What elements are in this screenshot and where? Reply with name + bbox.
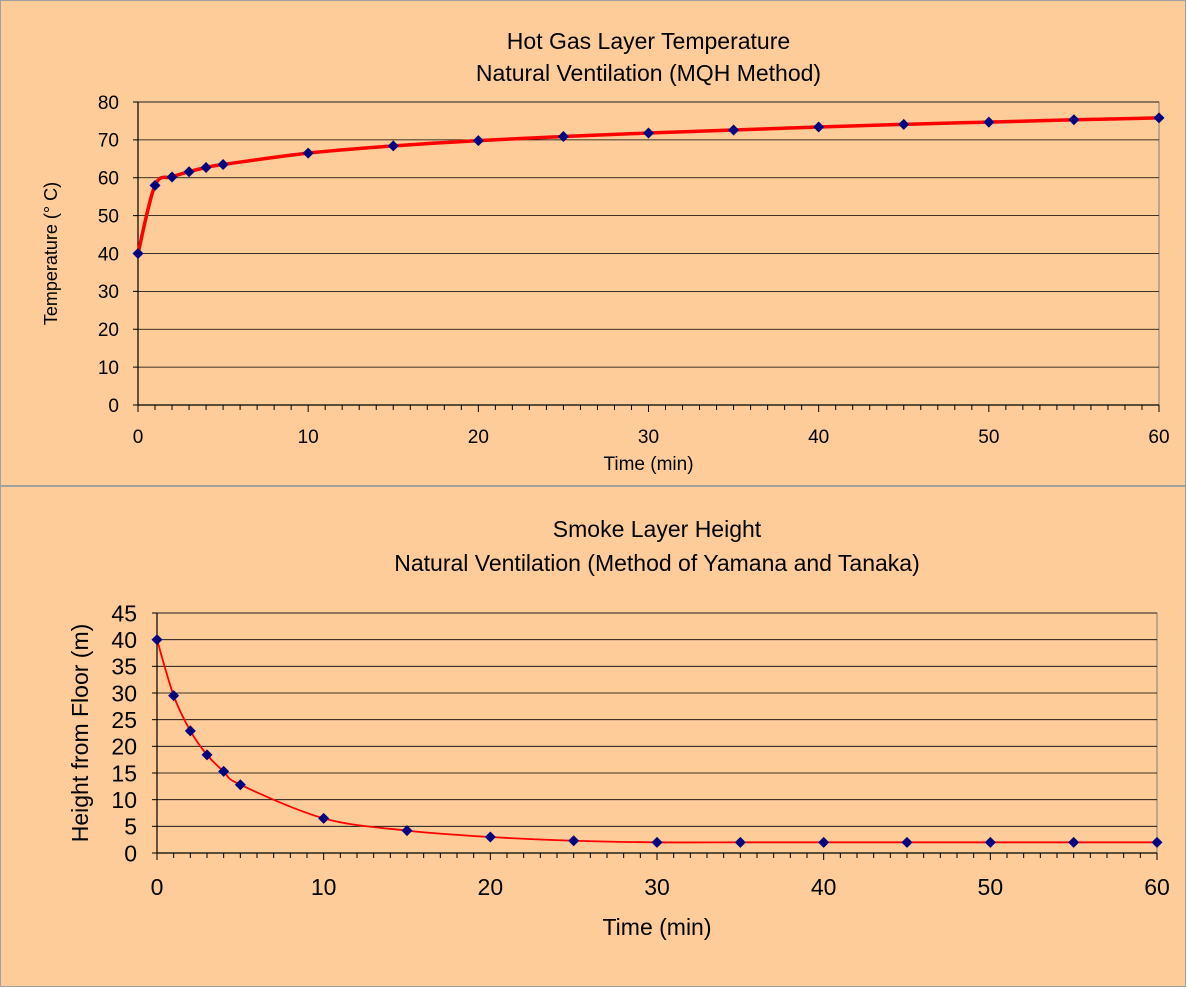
y-tick-label: 80 [98,93,119,114]
x-tick-label: 40 [811,874,837,900]
data-point [218,765,230,777]
x-tick-label: 50 [978,427,999,448]
y-tick-label: 45 [111,600,137,626]
chart-subtitle: Natural Ventilation (MQH Method) [476,60,821,86]
y-tick-label: 15 [111,760,137,786]
data-point [734,836,746,848]
data-point [1068,836,1080,848]
data-point [484,831,496,843]
x-tick-label: 30 [638,427,659,448]
x-tick-label: 40 [808,427,829,448]
smoke-height-chart-panel: Smoke Layer Height Natural Ventilation (M… [0,486,1186,987]
y-tick-label: 30 [111,680,137,706]
y-tick-label: 0 [124,840,137,866]
smoke-height-chart: Smoke Layer Height Natural Ventilation (M… [67,516,1170,940]
data-point [472,135,484,147]
data-point [151,634,163,646]
data-point [1151,836,1163,848]
y-tick-label: 40 [111,627,137,653]
data-point [183,166,195,178]
y-tick-label: 60 [98,169,119,190]
chart-subtitle: Natural Ventilation (Method of Yamana an… [394,550,920,576]
x-tick-label: 20 [468,427,489,448]
x-tick-label: 0 [151,874,164,900]
plot-area [156,612,1158,854]
y-tick-label: 30 [98,282,119,303]
x-tick-label: 50 [978,874,1004,900]
y-tick-label: 70 [98,131,119,152]
x-tick-label: 60 [1144,874,1170,900]
data-point [1153,112,1165,124]
x-tick-label: 10 [298,427,319,448]
data-point [1068,114,1080,126]
x-tick-label: 0 [133,427,144,448]
y-tick-label: 5 [124,814,137,840]
data-point [200,162,212,174]
y-tick-label: 40 [98,244,119,265]
data-point [149,179,161,191]
data-point [168,690,180,702]
temperature-chart: Hot Gas Layer Temperature Natural Ventila… [41,28,1170,475]
y-tick-label: 0 [108,396,119,417]
data-point [318,812,330,824]
y-tick-label: 50 [98,206,119,227]
data-point [217,158,229,170]
data-point [728,124,740,136]
data-point [166,171,178,183]
data-point [401,825,413,837]
data-point [184,725,196,737]
data-point [557,130,569,142]
data-point [983,116,995,128]
x-tick-label: 20 [478,874,504,900]
data-point [568,835,580,847]
y-tick-label: 20 [111,734,137,760]
x-axis-label: Time (min) [603,454,693,475]
y-tick-label: 25 [111,707,137,733]
y-tick-label: 10 [98,358,119,379]
temperature-chart-panel: Hot Gas Layer Temperature Natural Ventila… [0,0,1186,486]
y-tick-label: 10 [111,787,137,813]
data-point [898,118,910,130]
data-point [643,127,654,139]
chart-title: Smoke Layer Height [553,516,762,542]
x-axis-label: Time (min) [602,914,711,940]
data-point [132,248,144,259]
data-point [234,779,246,791]
x-tick-label: 30 [644,874,670,900]
data-point [201,749,213,761]
data-point [984,836,996,848]
x-tick-label: 60 [1148,427,1169,448]
data-point [901,836,913,848]
y-axis-label: Temperature (° C) [41,182,61,325]
data-point [818,836,830,848]
data-point [387,140,399,152]
y-tick-label: 35 [111,654,137,680]
data-point [302,147,314,159]
y-axis-label: Height from Floor (m) [67,624,93,843]
data-point [651,836,663,848]
data-point [813,121,825,133]
x-tick-label: 10 [311,874,337,900]
chart-title: Hot Gas Layer Temperature [507,28,790,54]
y-tick-label: 20 [98,320,119,341]
